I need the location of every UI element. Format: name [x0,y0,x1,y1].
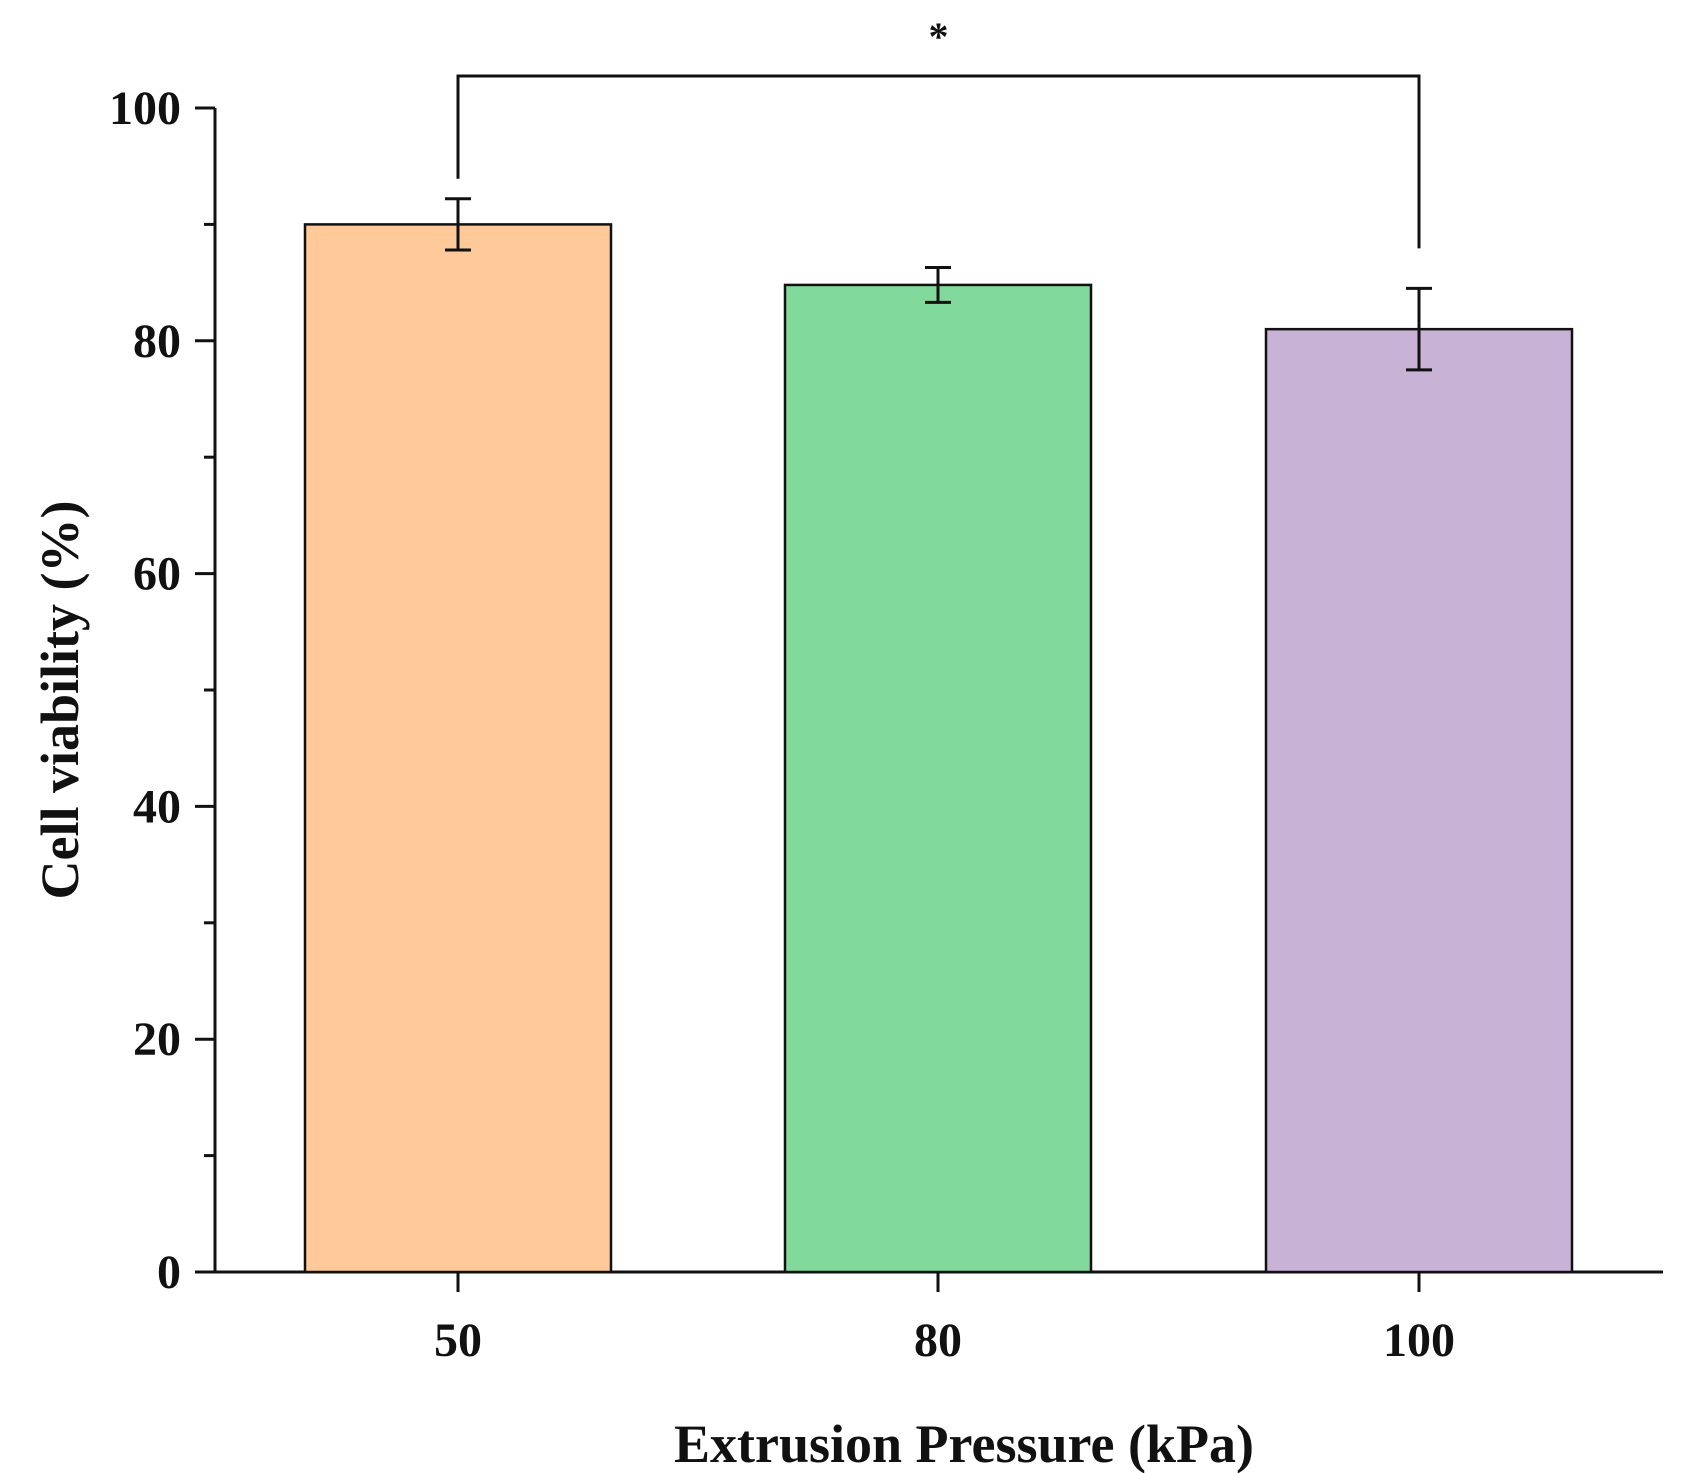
x-ticks: 50 80 100 [434,1272,1455,1367]
significance-label: * [929,14,949,59]
y-tick-label: 40 [133,780,181,833]
bar-50 [303,223,613,1274]
x-tick-label: 50 [434,1314,482,1367]
x-axis-title: Extrusion Pressure (kPa) [674,1414,1254,1473]
y-ticks: 0 20 40 60 80 100 [109,82,215,1299]
x-tick-label: 100 [1383,1314,1455,1367]
error-bars [445,197,1432,372]
y-tick-label: 0 [157,1246,181,1299]
significance-bracket: * [456,14,1421,249]
bars [303,223,1574,1274]
y-axis-title: Cell viability (%) [30,501,90,900]
bar-80 [783,283,1093,1274]
y-tick-label: 80 [133,315,181,368]
y-tick-label: 100 [109,82,181,135]
significance-bracket-line [456,74,1421,249]
y-tick-label: 20 [133,1013,181,1066]
bar-100 [1264,327,1574,1274]
x-tick-label: 80 [914,1314,962,1367]
y-tick-label: 60 [133,548,181,601]
